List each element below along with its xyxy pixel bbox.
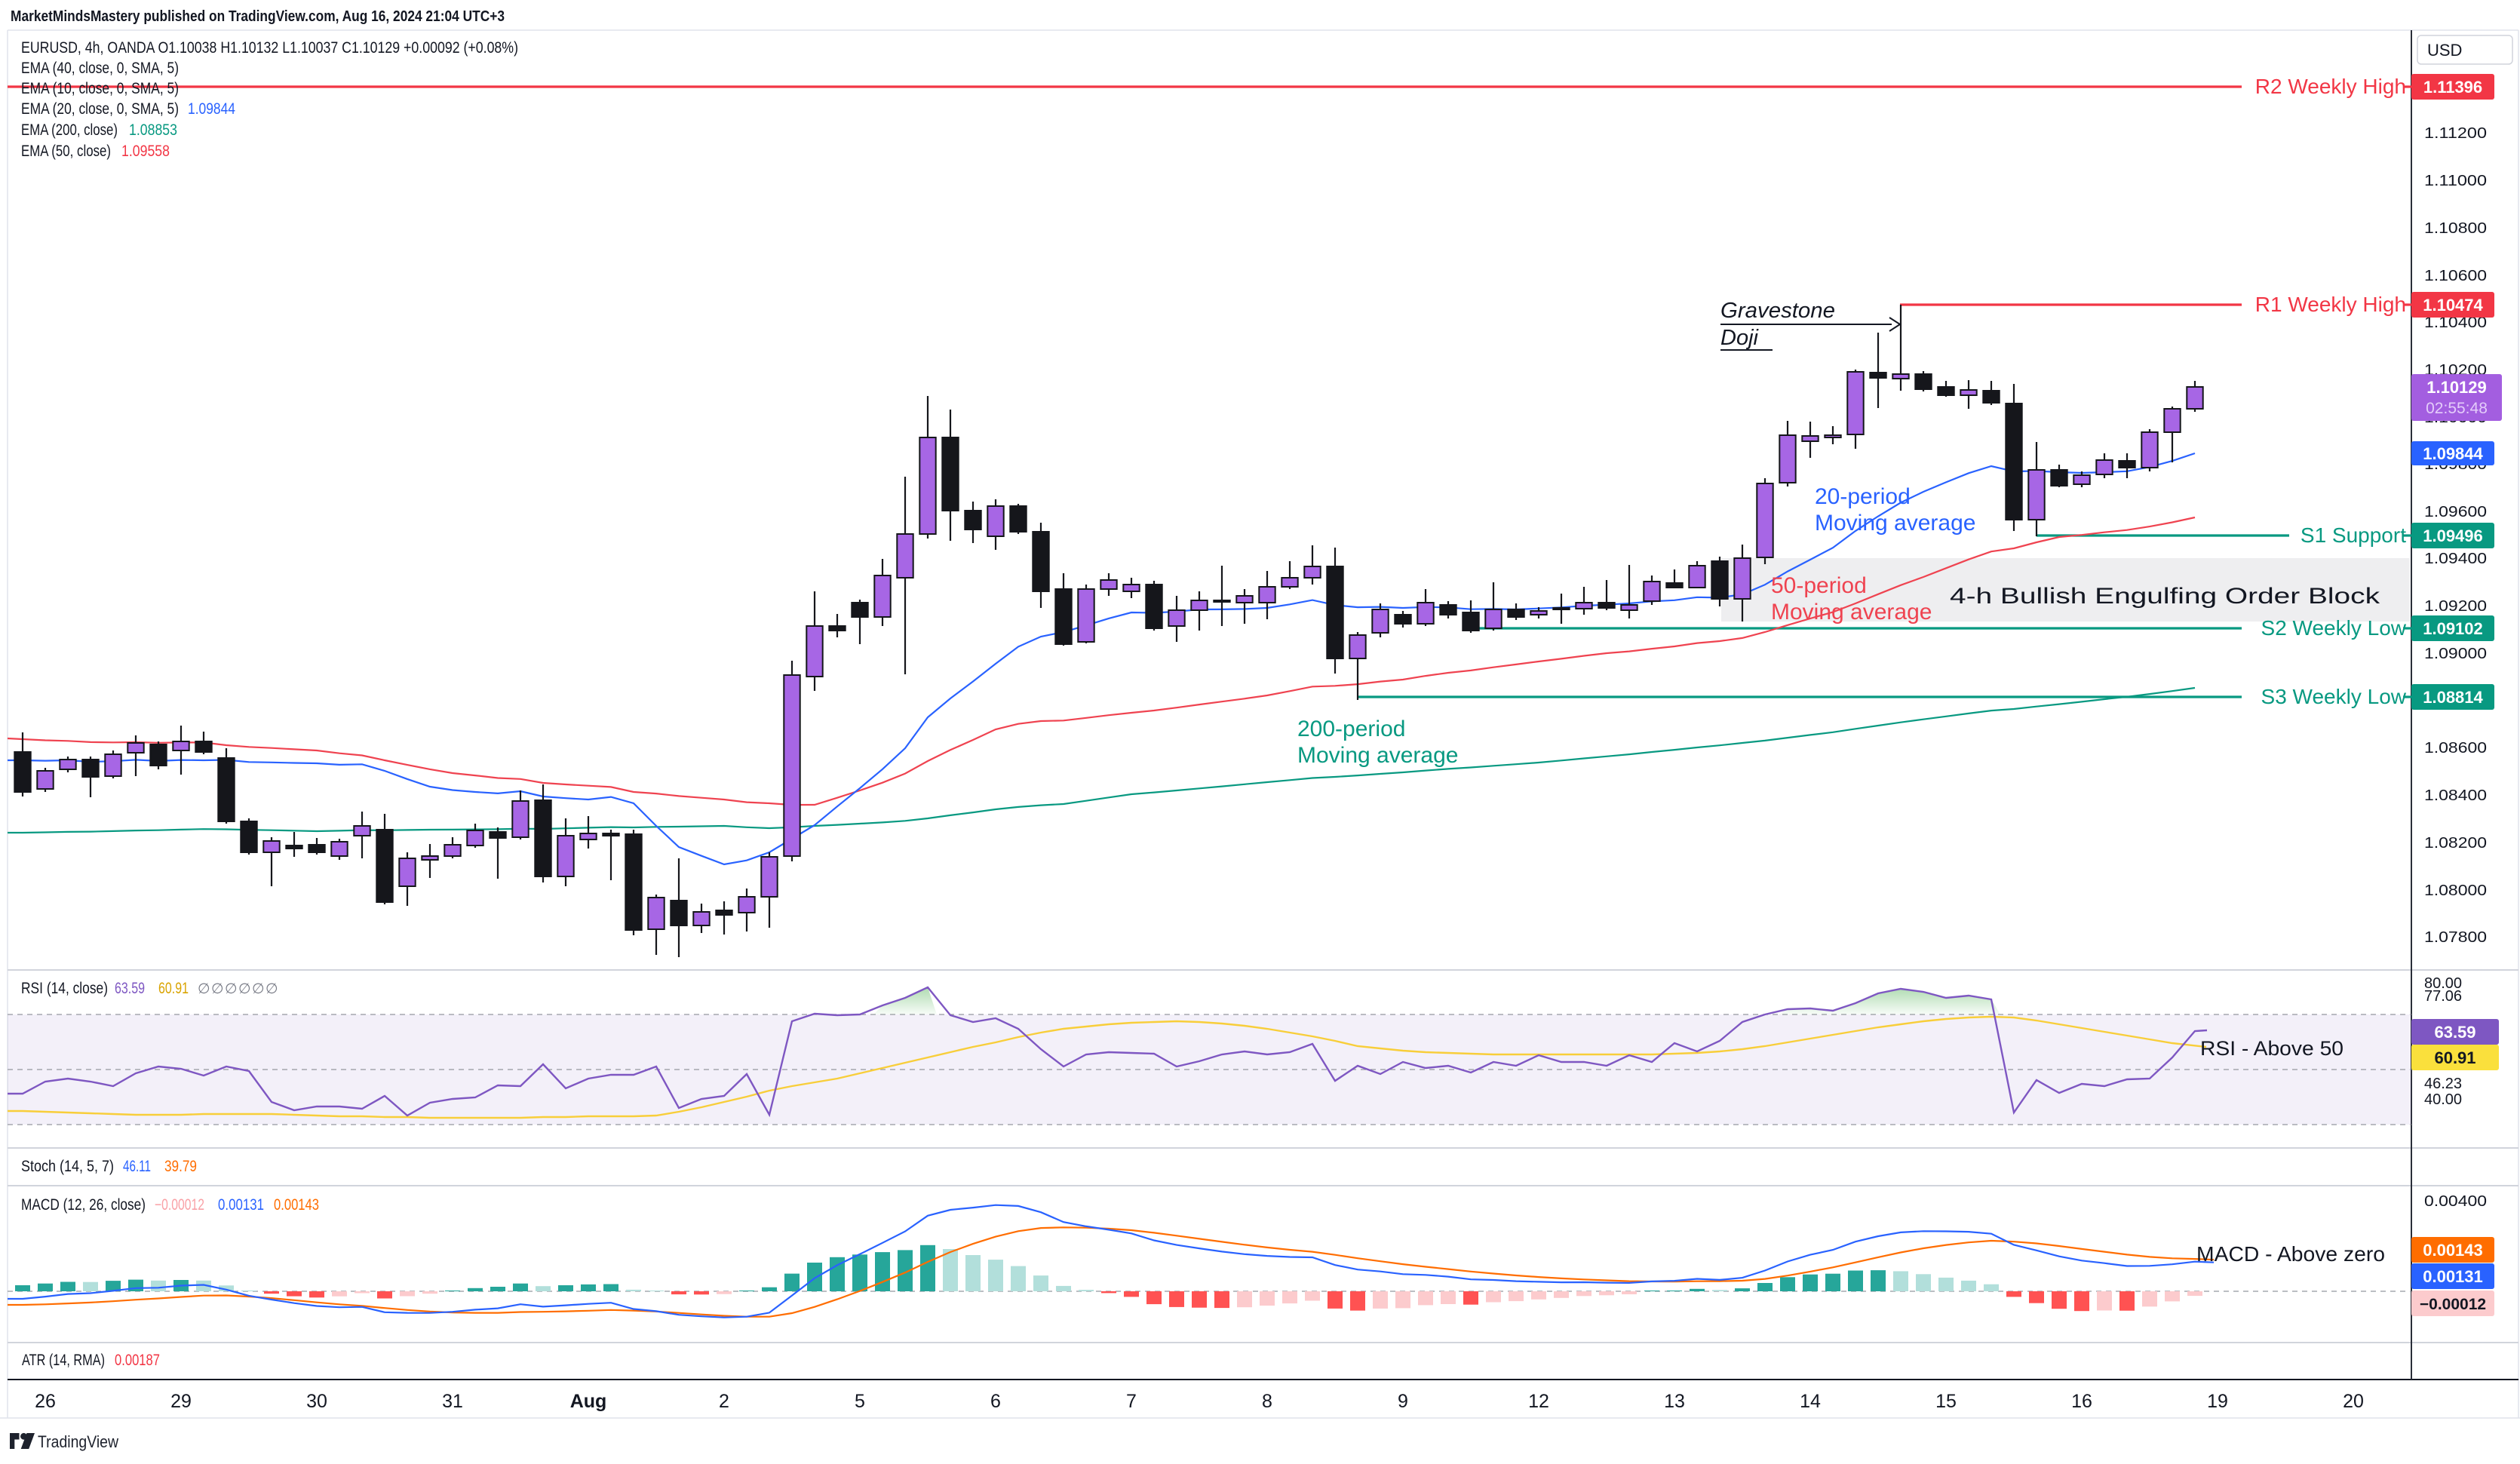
svg-text:1.10129: 1.10129: [2426, 378, 2487, 397]
svg-text:1.08853: 1.08853: [129, 121, 177, 139]
svg-text:40.00: 40.00: [2424, 1091, 2462, 1108]
svg-text:∅: ∅: [252, 981, 265, 997]
svg-text:MarketMindsMastery published o: MarketMindsMastery published on TradingV…: [11, 8, 505, 25]
svg-text:Gravestone: Gravestone: [1720, 299, 1835, 323]
svg-text:0.00131: 0.00131: [2423, 1267, 2483, 1286]
svg-text:∅: ∅: [238, 981, 251, 997]
svg-text:6: 6: [990, 1391, 1001, 1412]
svg-text:EURUSD, 4h, OANDA O1.10038 H: EURUSD, 4h, OANDA O1.10038 H1.10132 L1.1…: [21, 39, 518, 57]
svg-text:16: 16: [2071, 1391, 2092, 1412]
svg-text:4-h Bullish Engulfing Order Bl: 4-h Bullish Engulfing Order Block: [1950, 584, 2380, 609]
svg-text:MACD - Above zero: MACD - Above zero: [2196, 1242, 2385, 1266]
svg-text:1.11396: 1.11396: [2423, 78, 2482, 97]
svg-text:7: 7: [1126, 1391, 1137, 1412]
svg-text:1.10474: 1.10474: [2423, 296, 2483, 315]
svg-text:1.11000: 1.11000: [2424, 173, 2487, 189]
svg-text:∅: ∅: [211, 981, 224, 997]
svg-text:MACD (12, 26, close): MACD (12, 26, close): [21, 1196, 146, 1214]
svg-text:20-period: 20-period: [1815, 484, 1911, 509]
svg-text:5: 5: [855, 1391, 865, 1412]
svg-text:80.00: 80.00: [2424, 975, 2462, 992]
svg-text:1.09200: 1.09200: [2424, 598, 2487, 615]
svg-text:USD: USD: [2427, 41, 2462, 60]
svg-text:EMA (200, close): EMA (200, close): [21, 121, 118, 139]
svg-text:TradingView: TradingView: [38, 1432, 118, 1451]
svg-text:46.11: 46.11: [123, 1158, 151, 1175]
svg-text:ATR (14, RMA): ATR (14, RMA): [22, 1352, 105, 1369]
svg-text:0.00131: 0.00131: [218, 1196, 264, 1214]
svg-text:1.10600: 1.10600: [2424, 268, 2487, 284]
svg-text:12: 12: [1528, 1391, 1549, 1412]
svg-text:S2 Weekly Low: S2 Weekly Low: [2261, 616, 2407, 640]
svg-text:200-period: 200-period: [1297, 717, 1405, 741]
svg-text:1.08814: 1.08814: [2423, 688, 2483, 707]
svg-text:0.00143: 0.00143: [274, 1196, 319, 1214]
svg-text:1.09102: 1.09102: [2423, 619, 2483, 638]
svg-text:9: 9: [1398, 1391, 1408, 1412]
svg-text:1.11200: 1.11200: [2424, 125, 2487, 142]
svg-text:1.09600: 1.09600: [2424, 504, 2487, 520]
svg-text:EMA (40, close, 0, SMA, 5): EMA (40, close, 0, SMA, 5): [21, 60, 179, 77]
svg-text:RSI (14, close): RSI (14, close): [21, 980, 108, 997]
svg-text:1.08600: 1.08600: [2424, 740, 2487, 757]
svg-text:02:55:48: 02:55:48: [2426, 400, 2488, 417]
svg-text:50-period: 50-period: [1771, 573, 1867, 598]
svg-text:15: 15: [1935, 1391, 1957, 1412]
svg-text:14: 14: [1800, 1391, 1821, 1412]
svg-text:1.08400: 1.08400: [2424, 787, 2487, 804]
svg-text:1.09400: 1.09400: [2424, 551, 2487, 567]
svg-text:EMA (50, close): EMA (50, close): [21, 143, 111, 160]
svg-text:Aug: Aug: [570, 1391, 607, 1412]
svg-text:1.08200: 1.08200: [2424, 835, 2487, 852]
svg-text:39.79: 39.79: [164, 1158, 197, 1175]
svg-text:1.08000: 1.08000: [2424, 882, 2487, 899]
svg-text:26: 26: [35, 1391, 56, 1412]
svg-text:1.10400: 1.10400: [2424, 315, 2487, 331]
svg-text:Stoch (14, 5, 7): Stoch (14, 5, 7): [21, 1158, 114, 1175]
svg-text:S3 Weekly Low: S3 Weekly Low: [2261, 685, 2407, 708]
svg-text:30: 30: [306, 1391, 327, 1412]
svg-text:∅: ∅: [198, 981, 210, 997]
svg-text:Moving average: Moving average: [1297, 743, 1458, 768]
svg-text:77.06: 77.06: [2424, 988, 2462, 1005]
svg-text:0.00400: 0.00400: [2424, 1193, 2487, 1210]
svg-text:0.00187: 0.00187: [115, 1352, 160, 1369]
svg-text:1.09496: 1.09496: [2423, 526, 2483, 545]
svg-text:29: 29: [170, 1391, 192, 1412]
svg-text:Doji: Doji: [1720, 326, 1760, 350]
svg-text:63.59: 63.59: [115, 980, 145, 997]
svg-text:∅: ∅: [225, 981, 238, 997]
svg-text:1.09558: 1.09558: [121, 143, 170, 160]
svg-text:0.00143: 0.00143: [2423, 1241, 2483, 1260]
svg-text:EMA (20, close, 0, SMA, 5): EMA (20, close, 0, SMA, 5): [21, 100, 179, 118]
svg-text:31: 31: [442, 1391, 463, 1412]
svg-text:Moving average: Moving average: [1771, 600, 1932, 625]
svg-text:1.09000: 1.09000: [2424, 646, 2487, 662]
svg-text:−0.00012: −0.00012: [2420, 1296, 2486, 1313]
svg-text:R2 Weekly High: R2 Weekly High: [2255, 75, 2406, 98]
svg-text:1.10800: 1.10800: [2424, 220, 2487, 237]
svg-text:1.09844: 1.09844: [2423, 444, 2483, 463]
svg-text:Moving average: Moving average: [1815, 511, 1975, 536]
svg-text:RSI - Above 50: RSI - Above 50: [2200, 1037, 2344, 1060]
svg-text:1.07800: 1.07800: [2424, 929, 2487, 946]
svg-text:∅: ∅: [266, 981, 278, 997]
svg-text:R1 Weekly High: R1 Weekly High: [2255, 293, 2406, 316]
svg-text:13: 13: [1664, 1391, 1685, 1412]
svg-text:1.09844: 1.09844: [188, 100, 235, 118]
svg-text:60.91: 60.91: [2434, 1048, 2475, 1067]
svg-text:19: 19: [2207, 1391, 2228, 1412]
svg-text:EMA (10, close, 0, SMA, 5): EMA (10, close, 0, SMA, 5): [21, 80, 179, 97]
svg-text:60.91: 60.91: [158, 980, 189, 997]
svg-text:−0.00012: −0.00012: [155, 1196, 204, 1214]
svg-text:63.59: 63.59: [2434, 1023, 2475, 1042]
svg-text:20: 20: [2343, 1391, 2364, 1412]
svg-text:2: 2: [719, 1391, 729, 1412]
svg-text:8: 8: [1262, 1391, 1272, 1412]
svg-text:46.23: 46.23: [2424, 1076, 2462, 1092]
svg-text:S1 Support: S1 Support: [2301, 523, 2406, 547]
